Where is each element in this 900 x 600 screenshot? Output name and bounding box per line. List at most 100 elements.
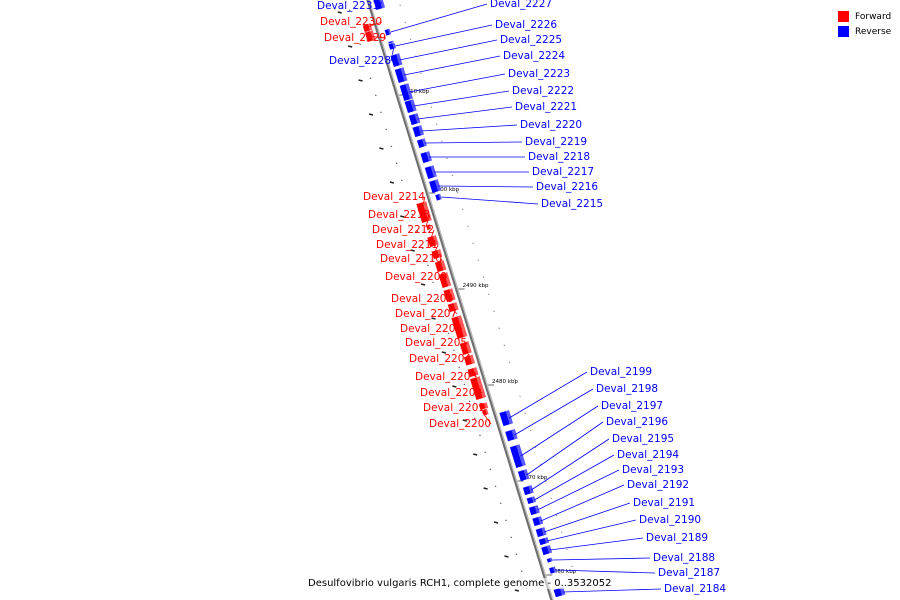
gene-deval-2206 bbox=[451, 314, 468, 339]
gene-deval-2187 bbox=[548, 565, 557, 574]
gene-deval-2209-shine bbox=[444, 271, 452, 287]
gene-deval-2210-leader bbox=[437, 258, 443, 267]
gene-deval-2196-label: Deval_2196 bbox=[606, 416, 668, 428]
gene-deval-2209-label: Deval_2209 bbox=[385, 271, 447, 283]
axis-dot bbox=[520, 570, 523, 573]
gene-deval-2192-body bbox=[532, 515, 544, 527]
genome-backbone-highlight bbox=[368, 0, 554, 600]
gene-deval-2208-shine bbox=[449, 287, 456, 301]
gene-deval-2200-leader bbox=[481, 411, 492, 425]
axis-dot bbox=[458, 366, 461, 369]
gene-deval-2199-label: Deval_2199 bbox=[590, 366, 652, 378]
gene-deval-2197-shine bbox=[516, 444, 526, 467]
gene-deval-2194 bbox=[526, 495, 536, 505]
gene-deval-2206-body bbox=[451, 315, 468, 339]
gene-deval-2218 bbox=[420, 150, 432, 164]
gene-deval-2230-edge bbox=[362, 22, 371, 26]
gene-deval-2227-label: Deval_2227 bbox=[490, 0, 552, 10]
axis-dot bbox=[395, 162, 398, 165]
gene-deval-2220-leader bbox=[421, 124, 518, 132]
gene-deval-2207-edge bbox=[447, 301, 457, 305]
gene-deval-2193-edge bbox=[528, 504, 538, 508]
axis-dot bbox=[390, 145, 393, 148]
axis-dot bbox=[348, 9, 351, 12]
gene-deval-2189 bbox=[541, 544, 553, 556]
axis-dot-right bbox=[446, 157, 448, 160]
gene-deval-2215-body bbox=[435, 193, 442, 201]
gene-deval-2225 bbox=[390, 52, 403, 68]
gene-deval-2190 bbox=[538, 536, 550, 546]
gene-deval-2208-leader bbox=[446, 294, 454, 300]
gene-deval-2209-edge bbox=[438, 271, 448, 276]
gene-deval-2196-body bbox=[517, 468, 530, 482]
gene-deval-2211-shine bbox=[437, 248, 443, 258]
gene-deval-2193 bbox=[528, 504, 540, 516]
gene-deval-2223-body bbox=[399, 83, 413, 101]
gene-deval-2214-body bbox=[416, 200, 432, 224]
axis-dot-right bbox=[409, 38, 412, 41]
gene-deval-2201-label: Deval_2201 bbox=[423, 402, 485, 414]
gene-deval-2207-body bbox=[447, 301, 459, 313]
gene-deval-2195-label: Deval_2195 bbox=[612, 433, 674, 445]
gene-deval-2195-body bbox=[522, 484, 534, 496]
gene-deval-2191-label: Deval_2191 bbox=[633, 497, 695, 509]
gene-deval-2217-edge bbox=[424, 164, 434, 168]
kbp-label: 2510 kbp bbox=[403, 89, 429, 95]
axis-dash bbox=[452, 385, 457, 388]
gene-deval-2218-shine bbox=[426, 150, 432, 162]
gene-deval-2187-shine bbox=[552, 566, 557, 573]
axis-dash bbox=[483, 487, 488, 490]
gene-deval-2222-body bbox=[404, 98, 417, 114]
axis-dot-right bbox=[550, 497, 553, 500]
axis-dot bbox=[380, 111, 382, 114]
gene-deval-2187-label: Deval_2187 bbox=[658, 567, 720, 579]
gene-deval-2214-label: Deval_2214 bbox=[363, 191, 425, 203]
gene-deval-2190-leader bbox=[546, 519, 637, 542]
axis-dot bbox=[421, 247, 424, 250]
gene-deval-2219-shine bbox=[421, 138, 427, 147]
axis-dash bbox=[441, 351, 447, 354]
axis-dot bbox=[484, 451, 487, 454]
gene-deval-2204-body bbox=[463, 354, 476, 366]
gene-deval-2230-shine bbox=[367, 23, 373, 32]
axis-dot-right bbox=[555, 514, 558, 517]
gene-deval-2212-body bbox=[427, 234, 439, 248]
gene-deval-2200-shine bbox=[485, 408, 489, 415]
gene-deval-2196-shine bbox=[523, 468, 530, 480]
gene-deval-2218-body bbox=[420, 150, 432, 164]
gene-deval-2199-body bbox=[499, 409, 513, 427]
gene-deval-2206-edge bbox=[451, 314, 461, 319]
gene-deval-2222 bbox=[404, 98, 417, 114]
gene-deval-2195 bbox=[522, 484, 534, 496]
gene-deval-2210-edge bbox=[434, 259, 444, 263]
gene-deval-2205-shine bbox=[465, 340, 472, 354]
kbp-label: 2460 kbp bbox=[550, 569, 576, 575]
gene-deval-2189-leader bbox=[549, 537, 644, 551]
gene-deval-2218-edge bbox=[420, 150, 430, 154]
gene-deval-2221-edge bbox=[408, 112, 418, 116]
gene-deval-2191 bbox=[535, 526, 547, 538]
gene-deval-2189-body bbox=[541, 544, 553, 556]
legend-label-reverse: Reverse bbox=[855, 26, 892, 37]
gene-deval-2194-label: Deval_2194 bbox=[617, 449, 679, 461]
gene-deval-2211-label: Deval_2211 bbox=[376, 239, 438, 251]
gene-deval-2201-leader bbox=[480, 405, 486, 409]
gene-deval-2231-label: Deval_2231 bbox=[317, 0, 379, 12]
gene-deval-2205-body bbox=[459, 340, 472, 356]
axis-dash bbox=[400, 215, 405, 218]
axis-dot-right bbox=[420, 72, 422, 75]
gene-deval-2222-label: Deval_2222 bbox=[512, 85, 574, 97]
gene-deval-2227-body bbox=[384, 28, 392, 36]
gene-deval-2203-label: Deval_2203 bbox=[415, 371, 477, 383]
gene-deval-2215 bbox=[435, 193, 442, 201]
gene-deval-2190-label: Deval_2190 bbox=[639, 514, 701, 526]
axis-dot bbox=[400, 179, 403, 182]
gene-deval-2192-shine bbox=[537, 515, 544, 525]
gene-deval-2223-edge bbox=[399, 82, 409, 87]
gene-deval-2227-edge bbox=[384, 28, 390, 31]
gene-deval-2221-body bbox=[408, 112, 421, 126]
gene-deval-2224-shine bbox=[400, 66, 408, 82]
gene-deval-2195-shine bbox=[528, 484, 534, 494]
legend-swatch-reverse bbox=[838, 26, 849, 37]
